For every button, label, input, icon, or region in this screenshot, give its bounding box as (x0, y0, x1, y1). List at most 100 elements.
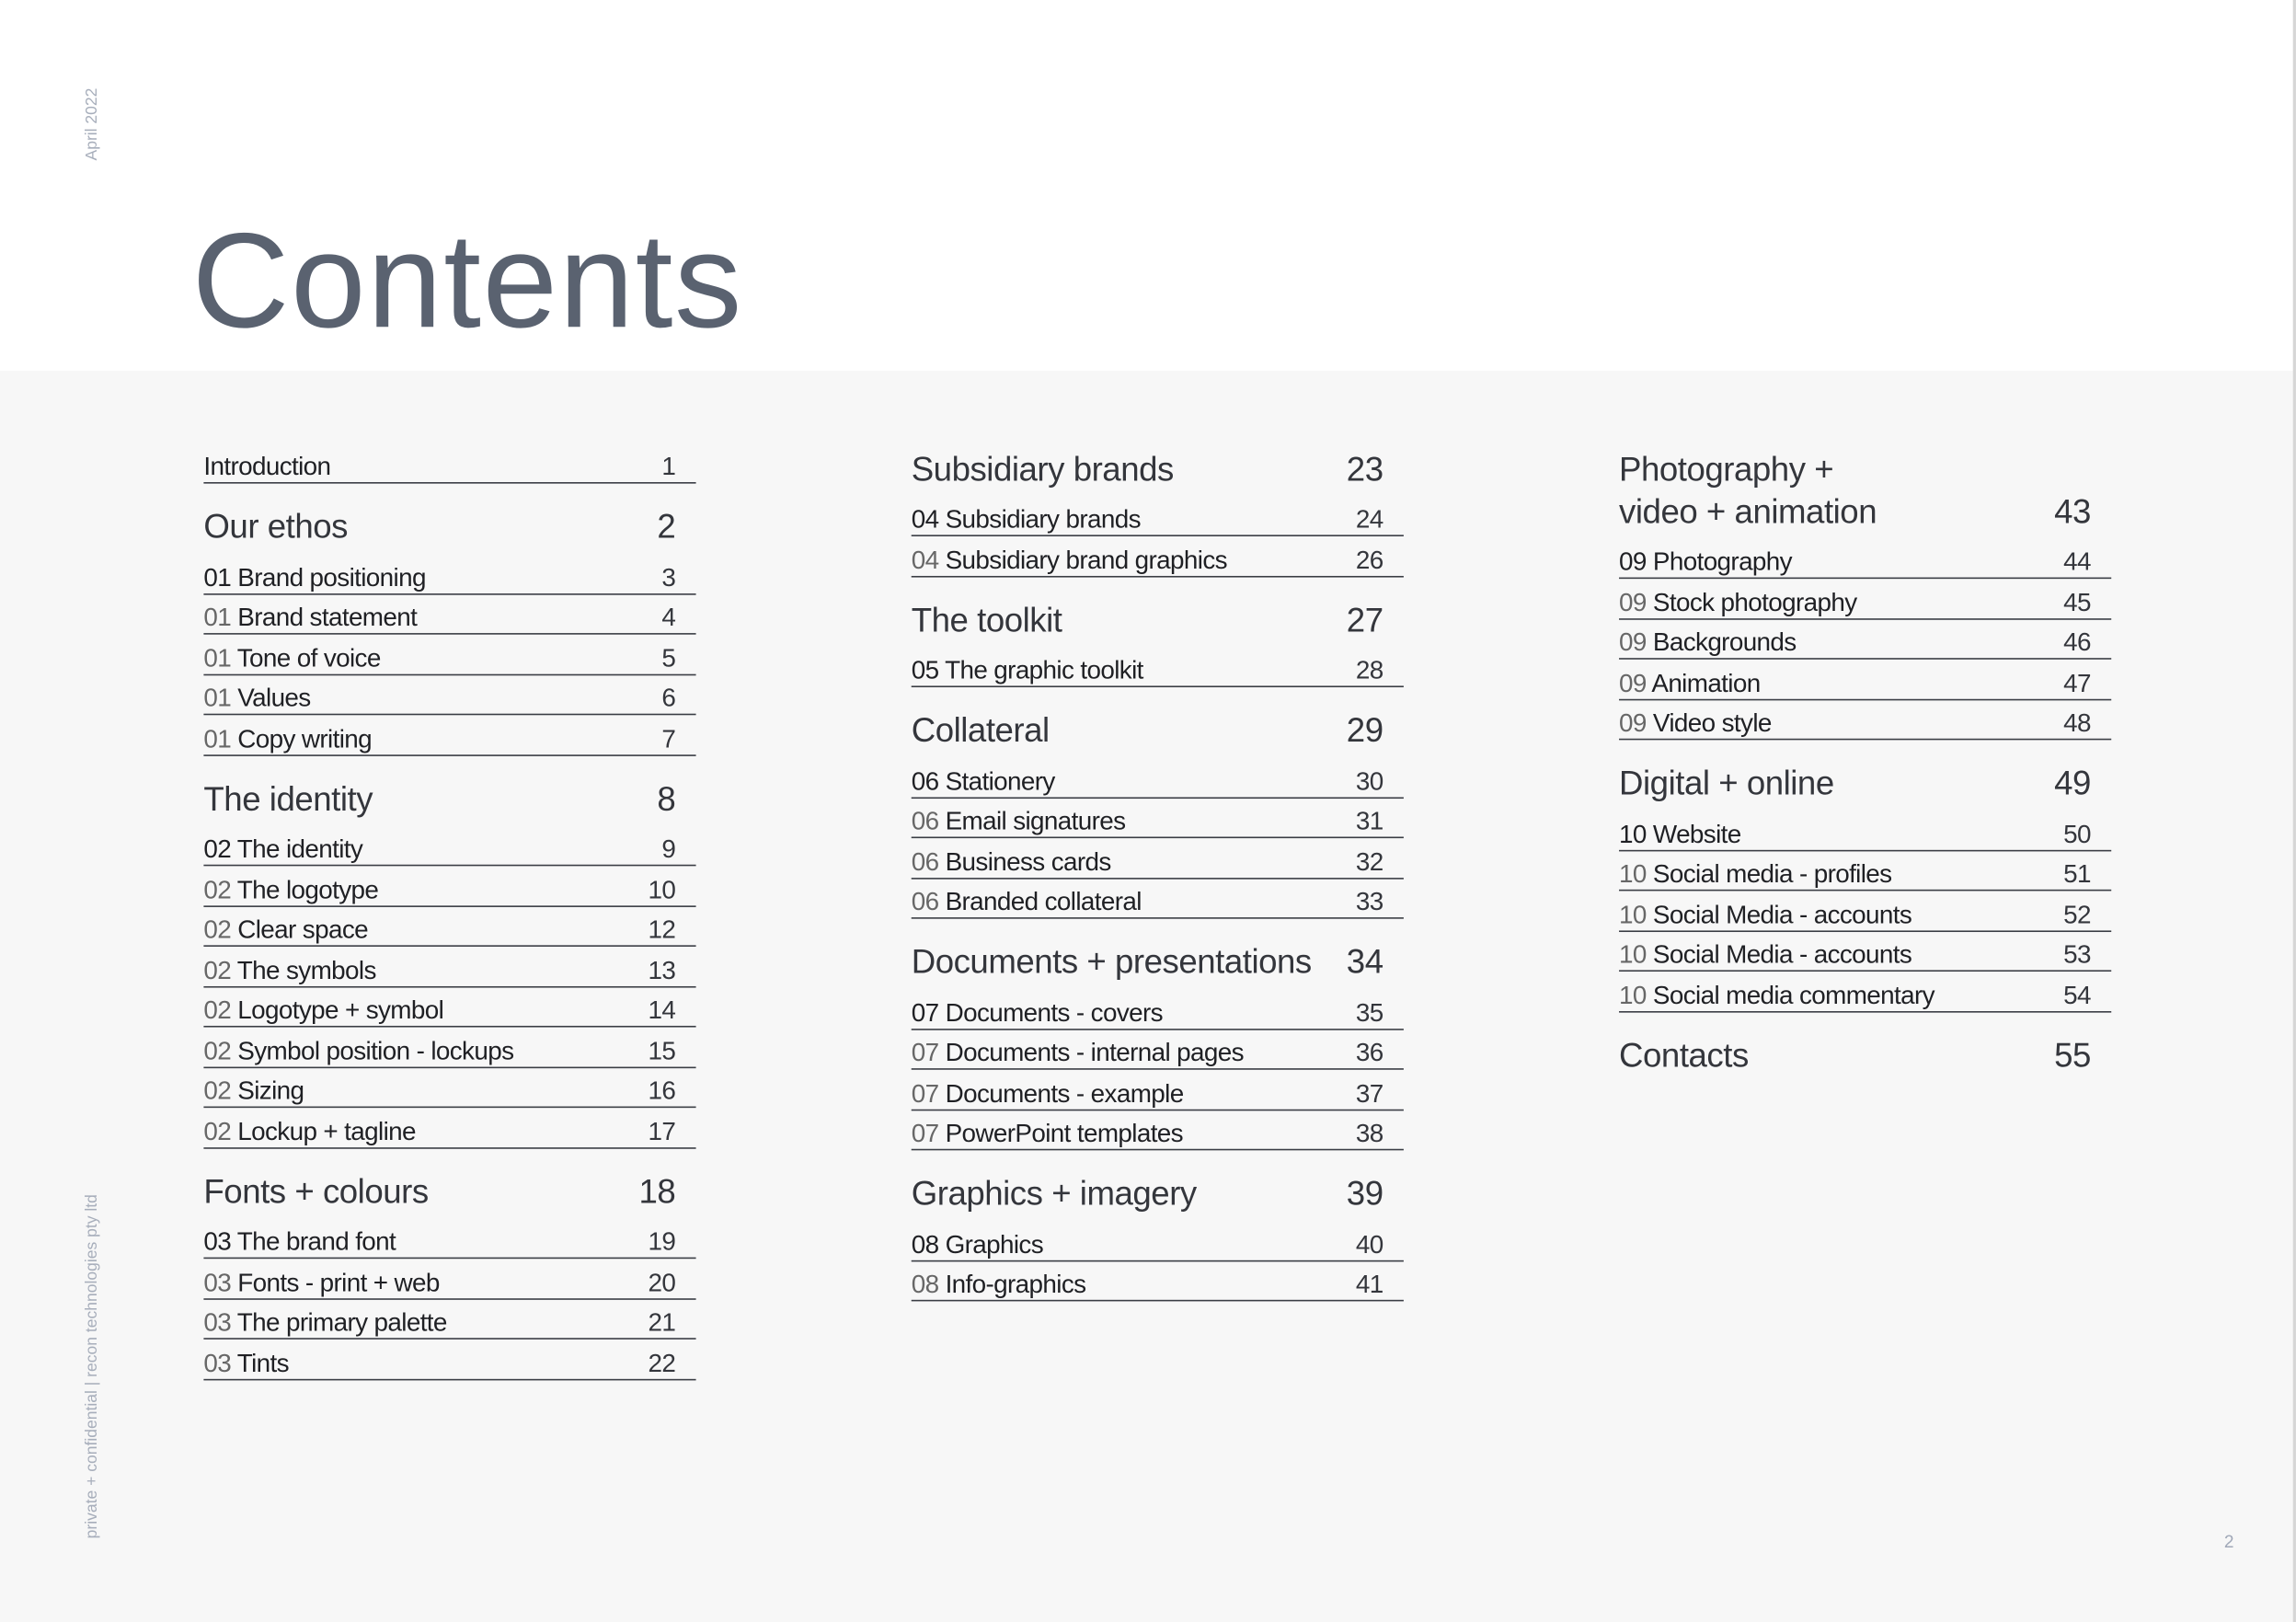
entry-page-number: 26 (1355, 544, 1383, 574)
entry-title: 03 Tints (203, 1346, 289, 1378)
entry-section-number: 08 (911, 1269, 939, 1299)
toc-entry[interactable]: 09 Photography 44 (1619, 538, 2112, 580)
toc-entry[interactable]: 01 Brand statement 4 (203, 594, 696, 635)
toc-section-heading[interactable]: Documents + presentations 34 (912, 919, 1404, 989)
toc-section-heading[interactable]: Our ethos 2 (203, 484, 695, 554)
toc-entry[interactable]: 02 Symbol position - lockups 15 (203, 1028, 696, 1068)
toc-entry[interactable]: 02 The symbols 13 (203, 947, 696, 987)
toc-entry[interactable]: 02 Logotype + symbol 14 (203, 987, 696, 1028)
entry-label: Brand statement (237, 602, 418, 632)
entry-label: Animation (1651, 667, 1761, 697)
entry-section-number: 01 (203, 602, 232, 632)
entry-title: 09 Video style (1619, 707, 1772, 739)
section-title: The identity (203, 777, 373, 820)
toc-section-heading[interactable]: Fonts + colours 18 (203, 1148, 695, 1218)
entry-page-number: 7 (661, 723, 676, 753)
entry-section-number: 10 (1619, 858, 1647, 889)
toc-entry[interactable]: 02 The logotype 10 (203, 866, 696, 907)
entry-page-number: 40 (1355, 1228, 1383, 1259)
section-page-number: 34 (1346, 942, 1383, 981)
toc-entry[interactable]: 02 Lockup + tagline 17 (203, 1108, 696, 1148)
page-edge (2292, 0, 2296, 1622)
toc-entry[interactable]: 04 Subsidiary brands 24 (911, 496, 1404, 536)
toc-entry[interactable]: 10 Social Media - accounts 53 (1619, 931, 2112, 972)
toc-entry[interactable]: 10 Social media commentary 54 (1619, 972, 2112, 1012)
toc-entry[interactable]: 01 Tone of voice 5 (203, 635, 696, 675)
toc-entry[interactable]: 09 Animation 47 (1619, 660, 2112, 700)
toc-entry[interactable]: 10 Social Media - accounts 52 (1619, 891, 2112, 932)
toc-entry[interactable]: 01 Brand positioning 3 (203, 554, 696, 594)
toc-section-heading[interactable]: Collateral 29 (912, 687, 1404, 757)
toc-entry[interactable]: 08 Graphics 40 (911, 1221, 1404, 1261)
toc-entry[interactable]: 10 Website 50 (1619, 811, 2112, 851)
toc-section-heading[interactable]: Digital + online 49 (1619, 740, 2111, 810)
entry-title: 01 Values (203, 682, 311, 714)
entry-title: 02 Lockup + tagline (203, 1114, 416, 1146)
toc-entry[interactable]: 08 Info-graphics 41 (911, 1261, 1404, 1302)
toc-entry[interactable]: 03 The primary palette 21 (203, 1299, 696, 1340)
toc-section-heading[interactable]: Subsidiary brands 23 (912, 426, 1404, 496)
entry-page-number: 38 (1355, 1118, 1383, 1148)
entry-section-number: 09 (1619, 627, 1647, 657)
toc-entry[interactable]: 09 Backgrounds 46 (1619, 619, 2112, 660)
toc-entry[interactable]: 10 Social media - profiles 51 (1619, 851, 2112, 892)
entry-page-number: 46 (2063, 627, 2091, 657)
toc-entry[interactable]: 03 Tints 22 (203, 1340, 696, 1380)
toc-entry[interactable]: Introduction 1 (203, 443, 696, 484)
entry-section-number: 10 (1619, 938, 1647, 969)
toc-entry[interactable]: 07 Documents - example 37 (911, 1070, 1404, 1110)
entry-label: The logotype (236, 874, 379, 903)
toc-entry[interactable]: 04 Subsidiary brand graphics 26 (911, 536, 1404, 577)
toc-entry[interactable]: 07 Documents - covers 35 (911, 989, 1404, 1030)
toc-entry[interactable]: 02 Clear space 12 (203, 906, 696, 947)
entry-section-number: 06 (911, 846, 939, 876)
toc-entry[interactable]: 01 Copy writing 7 (203, 715, 696, 756)
entry-label: Business cards (945, 846, 1112, 876)
toc-section-heading[interactable]: The toolkit 27 (912, 577, 1404, 647)
entry-label: Documents - example (945, 1077, 1185, 1108)
entry-label: Stock photography (1652, 586, 1857, 616)
toc-entry[interactable]: 06 Business cards 32 (911, 838, 1404, 879)
toc-entry[interactable]: 07 Documents - internal pages 36 (911, 1030, 1404, 1070)
toc-entry[interactable]: 03 The brand font 19 (203, 1218, 696, 1260)
entry-section-number: 04 (911, 544, 939, 574)
toc-section-heading[interactable]: Photography + video + animation 43 (1619, 424, 2111, 538)
entry-title: 06 Email signatures (912, 804, 1126, 836)
entry-page-number: 48 (2063, 707, 2091, 738)
entry-section-number: 05 (911, 654, 939, 684)
entry-section-number: 02 (203, 954, 232, 984)
toc-section-heading[interactable]: The identity 8 (203, 755, 695, 825)
entry-section-number: 02 (203, 1076, 232, 1105)
entry-section-number: 10 (1619, 899, 1647, 929)
toc-section-heading[interactable]: Contacts 55 (1619, 1012, 2111, 1082)
entry-label: Logotype + symbol (237, 995, 444, 1025)
toc-entry[interactable]: 09 Video style 48 (1619, 700, 2112, 741)
entry-label: The symbols (236, 954, 377, 984)
toc-entry[interactable]: 05 The graphic toolkit 28 (911, 647, 1404, 688)
toc-entry[interactable]: 02 Sizing 16 (203, 1067, 696, 1109)
toc-section-heading[interactable]: Graphics + imagery 39 (912, 1150, 1404, 1220)
toc-entry[interactable]: 06 Branded collateral 33 (911, 879, 1404, 919)
section-page-number: 39 (1346, 1173, 1383, 1213)
entry-title: 01 Brand statement (203, 601, 417, 633)
entry-title: 03 The brand font (203, 1225, 396, 1258)
toc-entry[interactable]: 03 Fonts - print + web 20 (203, 1259, 696, 1300)
section-title-line: Contacts (1619, 1035, 1749, 1074)
entry-title: 03 The primary palette (203, 1306, 447, 1338)
section-page-number: 29 (1346, 710, 1383, 749)
toc-entry[interactable]: 07 PowerPoint templates 38 (911, 1110, 1404, 1151)
entry-page-number: 51 (2063, 858, 2091, 889)
toc-entry[interactable]: 06 Stationery 30 (911, 757, 1404, 799)
entry-label: Sizing (237, 1076, 304, 1105)
entry-title: 10 Social media commentary (1619, 978, 1935, 1010)
entry-label: Introduction (203, 451, 331, 481)
section-title-line: The toolkit (911, 600, 1062, 638)
toc-entry[interactable]: 09 Stock photography 45 (1619, 579, 2112, 619)
toc-entry[interactable]: 06 Email signatures 31 (911, 798, 1404, 839)
toc-entry[interactable]: 02 The identity 9 (203, 826, 696, 867)
entry-section-number: 10 (1619, 818, 1647, 848)
entry-page-number: 54 (2063, 979, 2091, 1009)
section-title-line: video + animation (1619, 491, 1877, 530)
entry-label: PowerPoint templates (945, 1118, 1184, 1148)
toc-entry[interactable]: 01 Values 6 (203, 674, 696, 716)
